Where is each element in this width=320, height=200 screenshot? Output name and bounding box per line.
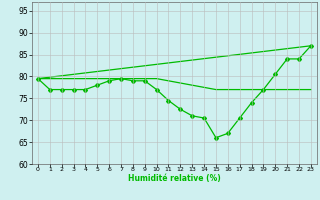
X-axis label: Humidité relative (%): Humidité relative (%) (128, 174, 221, 183)
